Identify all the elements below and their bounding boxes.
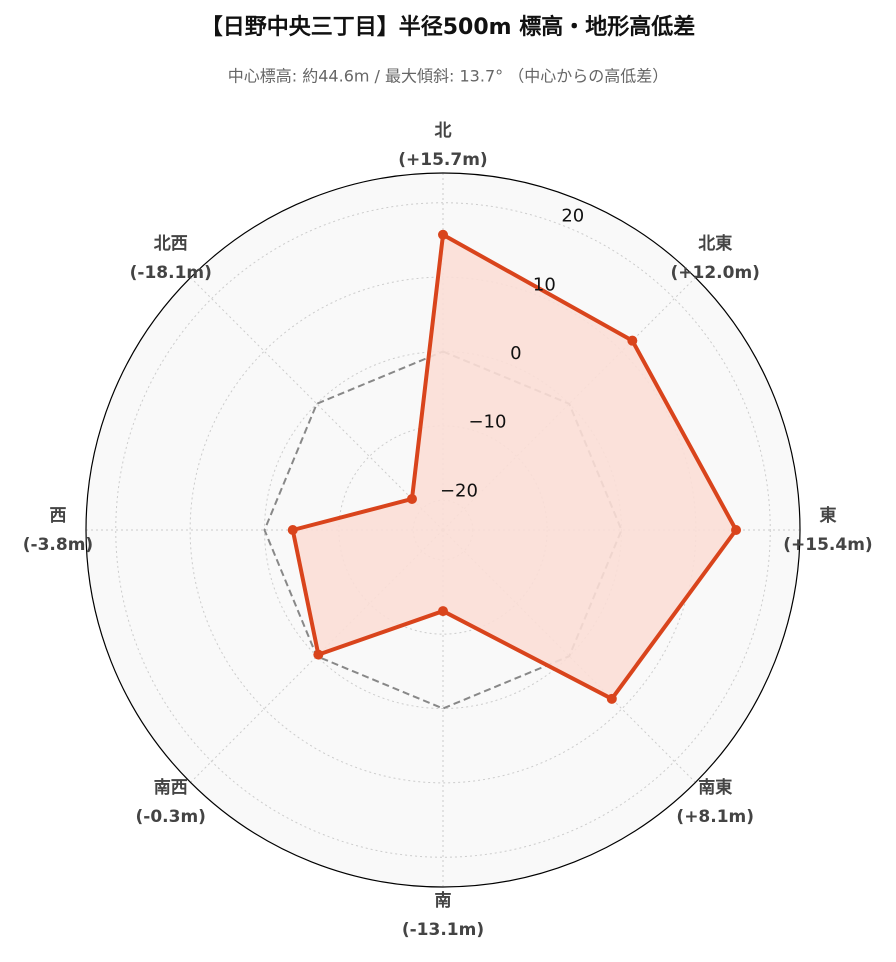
r-tick-label: −10	[468, 412, 506, 433]
data-point	[731, 525, 742, 535]
value-label: (-18.1m)	[130, 263, 212, 283]
data-point	[606, 693, 617, 704]
category-label: 北東	[698, 233, 732, 254]
data-point	[406, 493, 417, 504]
value-label: (+8.1m)	[676, 807, 754, 827]
value-label: (-13.1m)	[402, 920, 484, 940]
value-label: (-3.8m)	[23, 535, 93, 555]
category-label: 西	[50, 506, 67, 526]
grid-circle	[115, 202, 771, 858]
value-label: (-0.3m)	[136, 807, 206, 827]
data-point	[438, 606, 448, 617]
category-label: 東	[820, 505, 837, 526]
data-point	[627, 335, 638, 346]
value-label: (+15.7m)	[398, 150, 487, 170]
value-label: (+12.0m)	[671, 263, 760, 283]
value-label: (+15.4m)	[783, 535, 872, 555]
category-label: 南	[435, 890, 452, 911]
category-label: 南東	[698, 777, 732, 798]
category-label: 北西	[154, 234, 188, 254]
r-tick-label: −20	[440, 480, 478, 501]
r-tick-label: 20	[561, 206, 584, 227]
data-point	[287, 525, 298, 535]
data-point	[438, 229, 448, 240]
plot-border	[85, 172, 801, 888]
category-label: 南西	[154, 777, 188, 798]
chart-subtitle: 中心標高: 約44.6m / 最大傾斜: 13.7° （中心からの高低差）	[228, 67, 668, 86]
category-label: 北	[435, 121, 452, 141]
r-tick-label: 10	[533, 274, 556, 295]
r-tick-label: 0	[510, 343, 521, 364]
data-point	[313, 649, 324, 660]
chart-title: 【日野中央三丁目】半径500m 標高・地形高低差	[201, 14, 696, 40]
